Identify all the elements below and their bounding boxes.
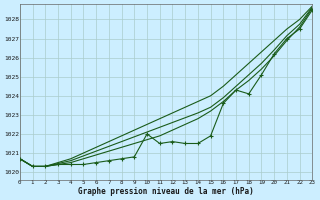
X-axis label: Graphe pression niveau de la mer (hPa): Graphe pression niveau de la mer (hPa) [78, 187, 254, 196]
